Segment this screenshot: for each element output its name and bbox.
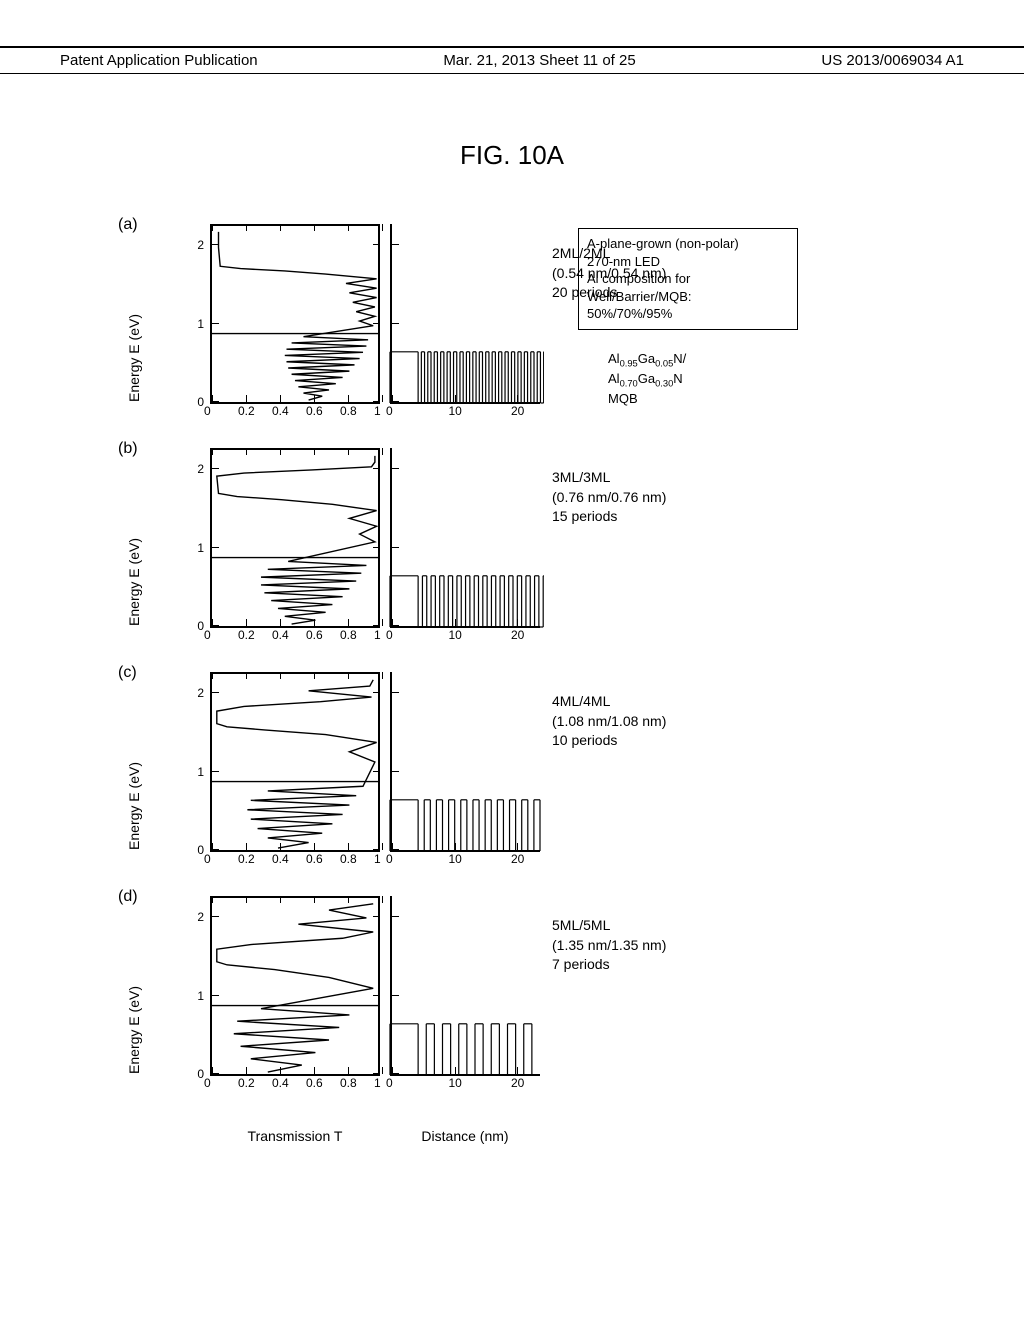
patent-header: Patent Application Publication Mar. 21, … xyxy=(0,46,1024,74)
desc-line: 3ML/3ML xyxy=(552,468,722,488)
chart-row: (c)Energy E (eV)00.20.40.60.81012010204M… xyxy=(140,658,550,882)
panel-letter: (b) xyxy=(118,440,138,458)
panel-description: 3ML/3ML(0.76 nm/0.76 nm)15 periods xyxy=(552,468,722,527)
panel-description: 4ML/4ML(1.08 nm/1.08 nm)10 periods xyxy=(552,692,722,751)
mqb-bars xyxy=(140,658,544,856)
figure-title: FIG. 10A xyxy=(0,140,1024,171)
composition-formula: Al0.95Ga0.05N/ Al0.70Ga0.30N MQB xyxy=(608,350,686,408)
formula-line-3: MQB xyxy=(608,390,686,408)
desc-line: (0.76 nm/0.76 nm) xyxy=(552,488,722,508)
param-line: 50%/70%/95% xyxy=(587,305,789,323)
desc-line: 5ML/5ML xyxy=(552,916,722,936)
mqb-bars xyxy=(140,882,544,1080)
header-left: Patent Application Publication xyxy=(60,52,258,71)
chart-row: (a)Energy E (eV)00.20.40.60.81012010202M… xyxy=(140,210,550,434)
desc-line: 20 periods xyxy=(552,283,722,303)
header-right: US 2013/0069034 A1 xyxy=(821,52,964,71)
desc-line: (1.08 nm/1.08 nm) xyxy=(552,712,722,732)
desc-line: 7 periods xyxy=(552,955,722,975)
chart-row: (d)Energy E (eV)00.20.40.60.81012010205M… xyxy=(140,882,550,1106)
formula-line-2: Al0.70Ga0.30N xyxy=(608,370,686,390)
charts-container: (a)Energy E (eV)00.20.40.60.81012010202M… xyxy=(140,210,550,1106)
x-axis-label-right: Distance (nm) xyxy=(390,1128,540,1144)
chart-row: (b)Energy E (eV)00.20.40.60.81012010203M… xyxy=(140,434,550,658)
desc-line: (0.54 nm/0.54 nm) xyxy=(552,264,722,284)
mqb-bars xyxy=(140,210,544,408)
panel-description: 2ML/2ML(0.54 nm/0.54 nm)20 periods xyxy=(552,244,722,303)
mqb-bars xyxy=(140,434,544,632)
desc-line: 2ML/2ML xyxy=(552,244,722,264)
formula-line-1: Al0.95Ga0.05N/ xyxy=(608,350,686,370)
panel-letter: (d) xyxy=(118,888,138,906)
desc-line: 4ML/4ML xyxy=(552,692,722,712)
header-center: Mar. 21, 2013 Sheet 11 of 25 xyxy=(443,52,635,71)
desc-line: 10 periods xyxy=(552,731,722,751)
panel-description: 5ML/5ML(1.35 nm/1.35 nm)7 periods xyxy=(552,916,722,975)
x-axis-label-left: Transmission T xyxy=(210,1128,380,1144)
desc-line: 15 periods xyxy=(552,507,722,527)
panel-letter: (c) xyxy=(118,664,137,682)
panel-letter: (a) xyxy=(118,216,138,234)
desc-line: (1.35 nm/1.35 nm) xyxy=(552,936,722,956)
